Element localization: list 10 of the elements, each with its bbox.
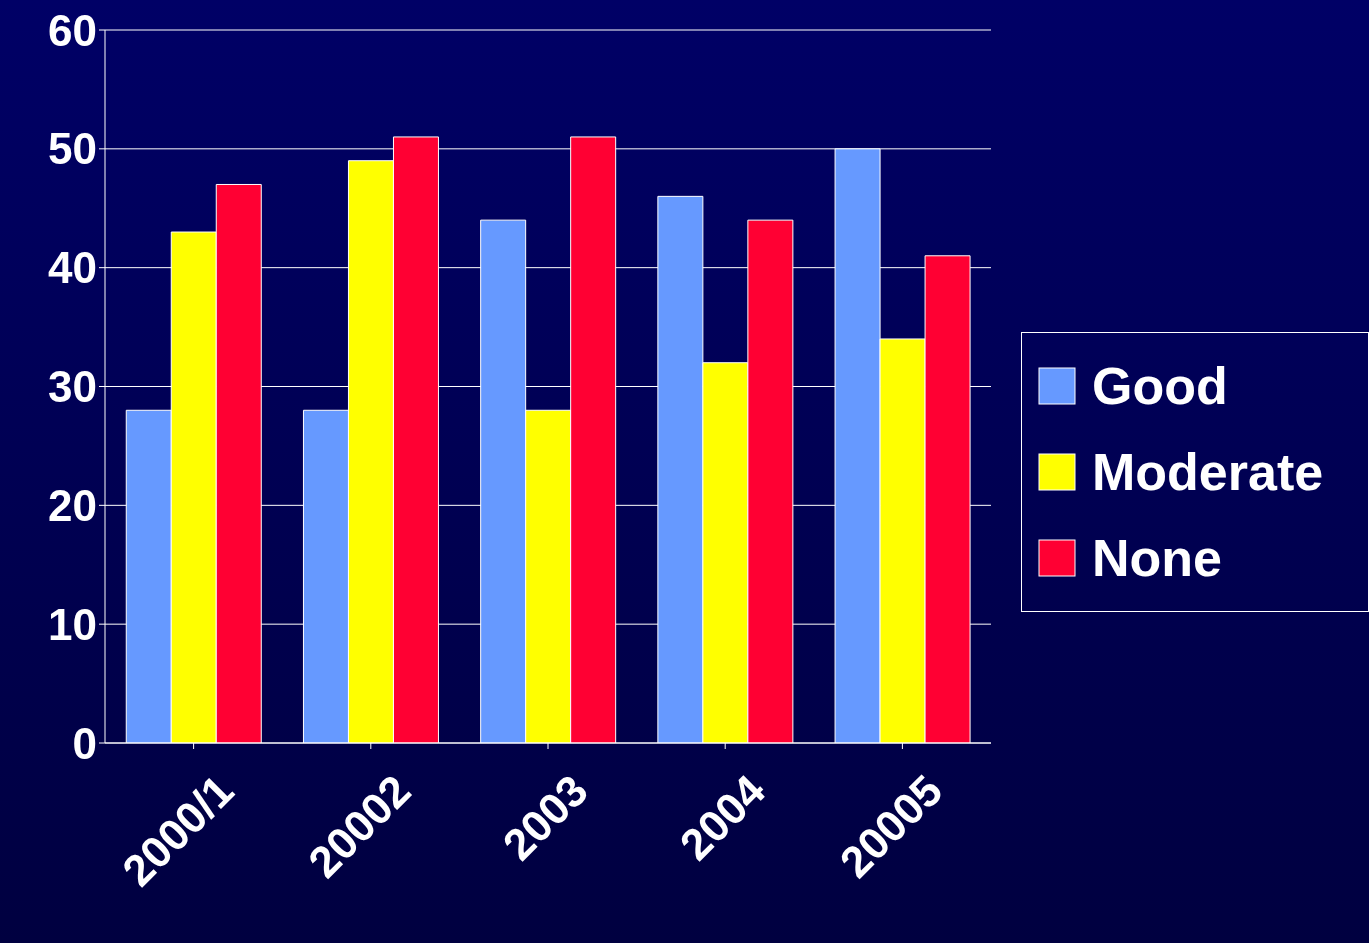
y-tick-label: 60 (48, 5, 97, 55)
y-tick-label: 20 (48, 480, 97, 530)
y-tick-label: 50 (48, 124, 97, 174)
legend-label: None (1092, 527, 1222, 589)
y-tick-label: 30 (48, 362, 97, 412)
y-tick-label: 0 (72, 718, 97, 768)
legend-label: Good (1092, 355, 1228, 417)
legend-label: Moderate (1092, 441, 1324, 503)
y-tick-label: 40 (48, 243, 97, 293)
y-tick-label: 10 (48, 599, 97, 649)
